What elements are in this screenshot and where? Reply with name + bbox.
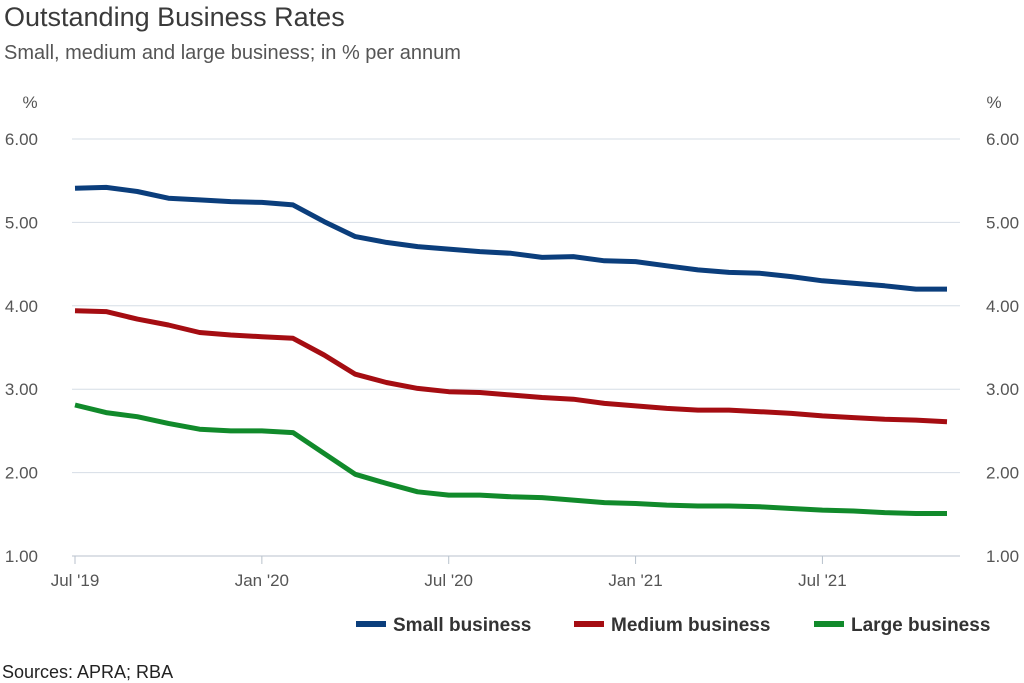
legend-label: Large business bbox=[851, 615, 990, 636]
x-tick-label: Jul '20 bbox=[424, 571, 473, 590]
y-tick-label-right: 4.00 bbox=[986, 297, 1019, 316]
series-line bbox=[74, 308, 948, 425]
legend: Small business Medium business Large busin… bbox=[356, 615, 990, 636]
x-tick-label: Jul '19 bbox=[51, 571, 100, 590]
y-axis-unit-right: % bbox=[986, 93, 1001, 112]
chart-subtitle: Small, medium and large business; in % p… bbox=[4, 42, 461, 64]
gridlines bbox=[72, 138, 960, 474]
y-axis-unit-left: % bbox=[22, 93, 37, 112]
y-axis-right: 1.00 2.00 3.00 4.00 5.00 6.00% bbox=[986, 93, 1019, 566]
legend-label: Small business bbox=[393, 615, 531, 636]
x-tick-label: Jan '20 bbox=[235, 571, 289, 590]
y-tick-label-left: 3.00 bbox=[5, 380, 38, 399]
y-tick-label-right: 1.00 bbox=[986, 547, 1019, 566]
y-tick-label-left: 6.00 bbox=[5, 130, 38, 149]
x-tick-label: Jan '21 bbox=[608, 571, 662, 590]
series-line bbox=[74, 184, 947, 292]
y-axis-left: 1.00 2.00 3.00 4.00 5.00 6.00% bbox=[5, 93, 38, 566]
y-tick-label-right: 6.00 bbox=[986, 130, 1019, 149]
chart-title: Outstanding Business Rates bbox=[4, 2, 345, 32]
y-tick-label-left: 4.00 bbox=[5, 297, 38, 316]
series-lines bbox=[74, 184, 948, 516]
source-note: Sources: APRA; RBA bbox=[2, 662, 174, 682]
series-line bbox=[74, 402, 947, 516]
y-tick-label-right: 3.00 bbox=[986, 380, 1019, 399]
x-axis: Jul '19 Jan '20 Jul '20 Jan '21 Jul '21 bbox=[51, 555, 960, 590]
legend-label: Medium business bbox=[611, 615, 770, 636]
y-tick-label-right: 5.00 bbox=[986, 213, 1019, 232]
y-tick-label-right: 2.00 bbox=[986, 464, 1019, 483]
x-tick-label: Jul '21 bbox=[798, 571, 847, 590]
y-tick-label-left: 5.00 bbox=[5, 213, 38, 232]
y-tick-label-left: 2.00 bbox=[5, 464, 38, 483]
y-tick-label-left: 1.00 bbox=[5, 547, 38, 566]
